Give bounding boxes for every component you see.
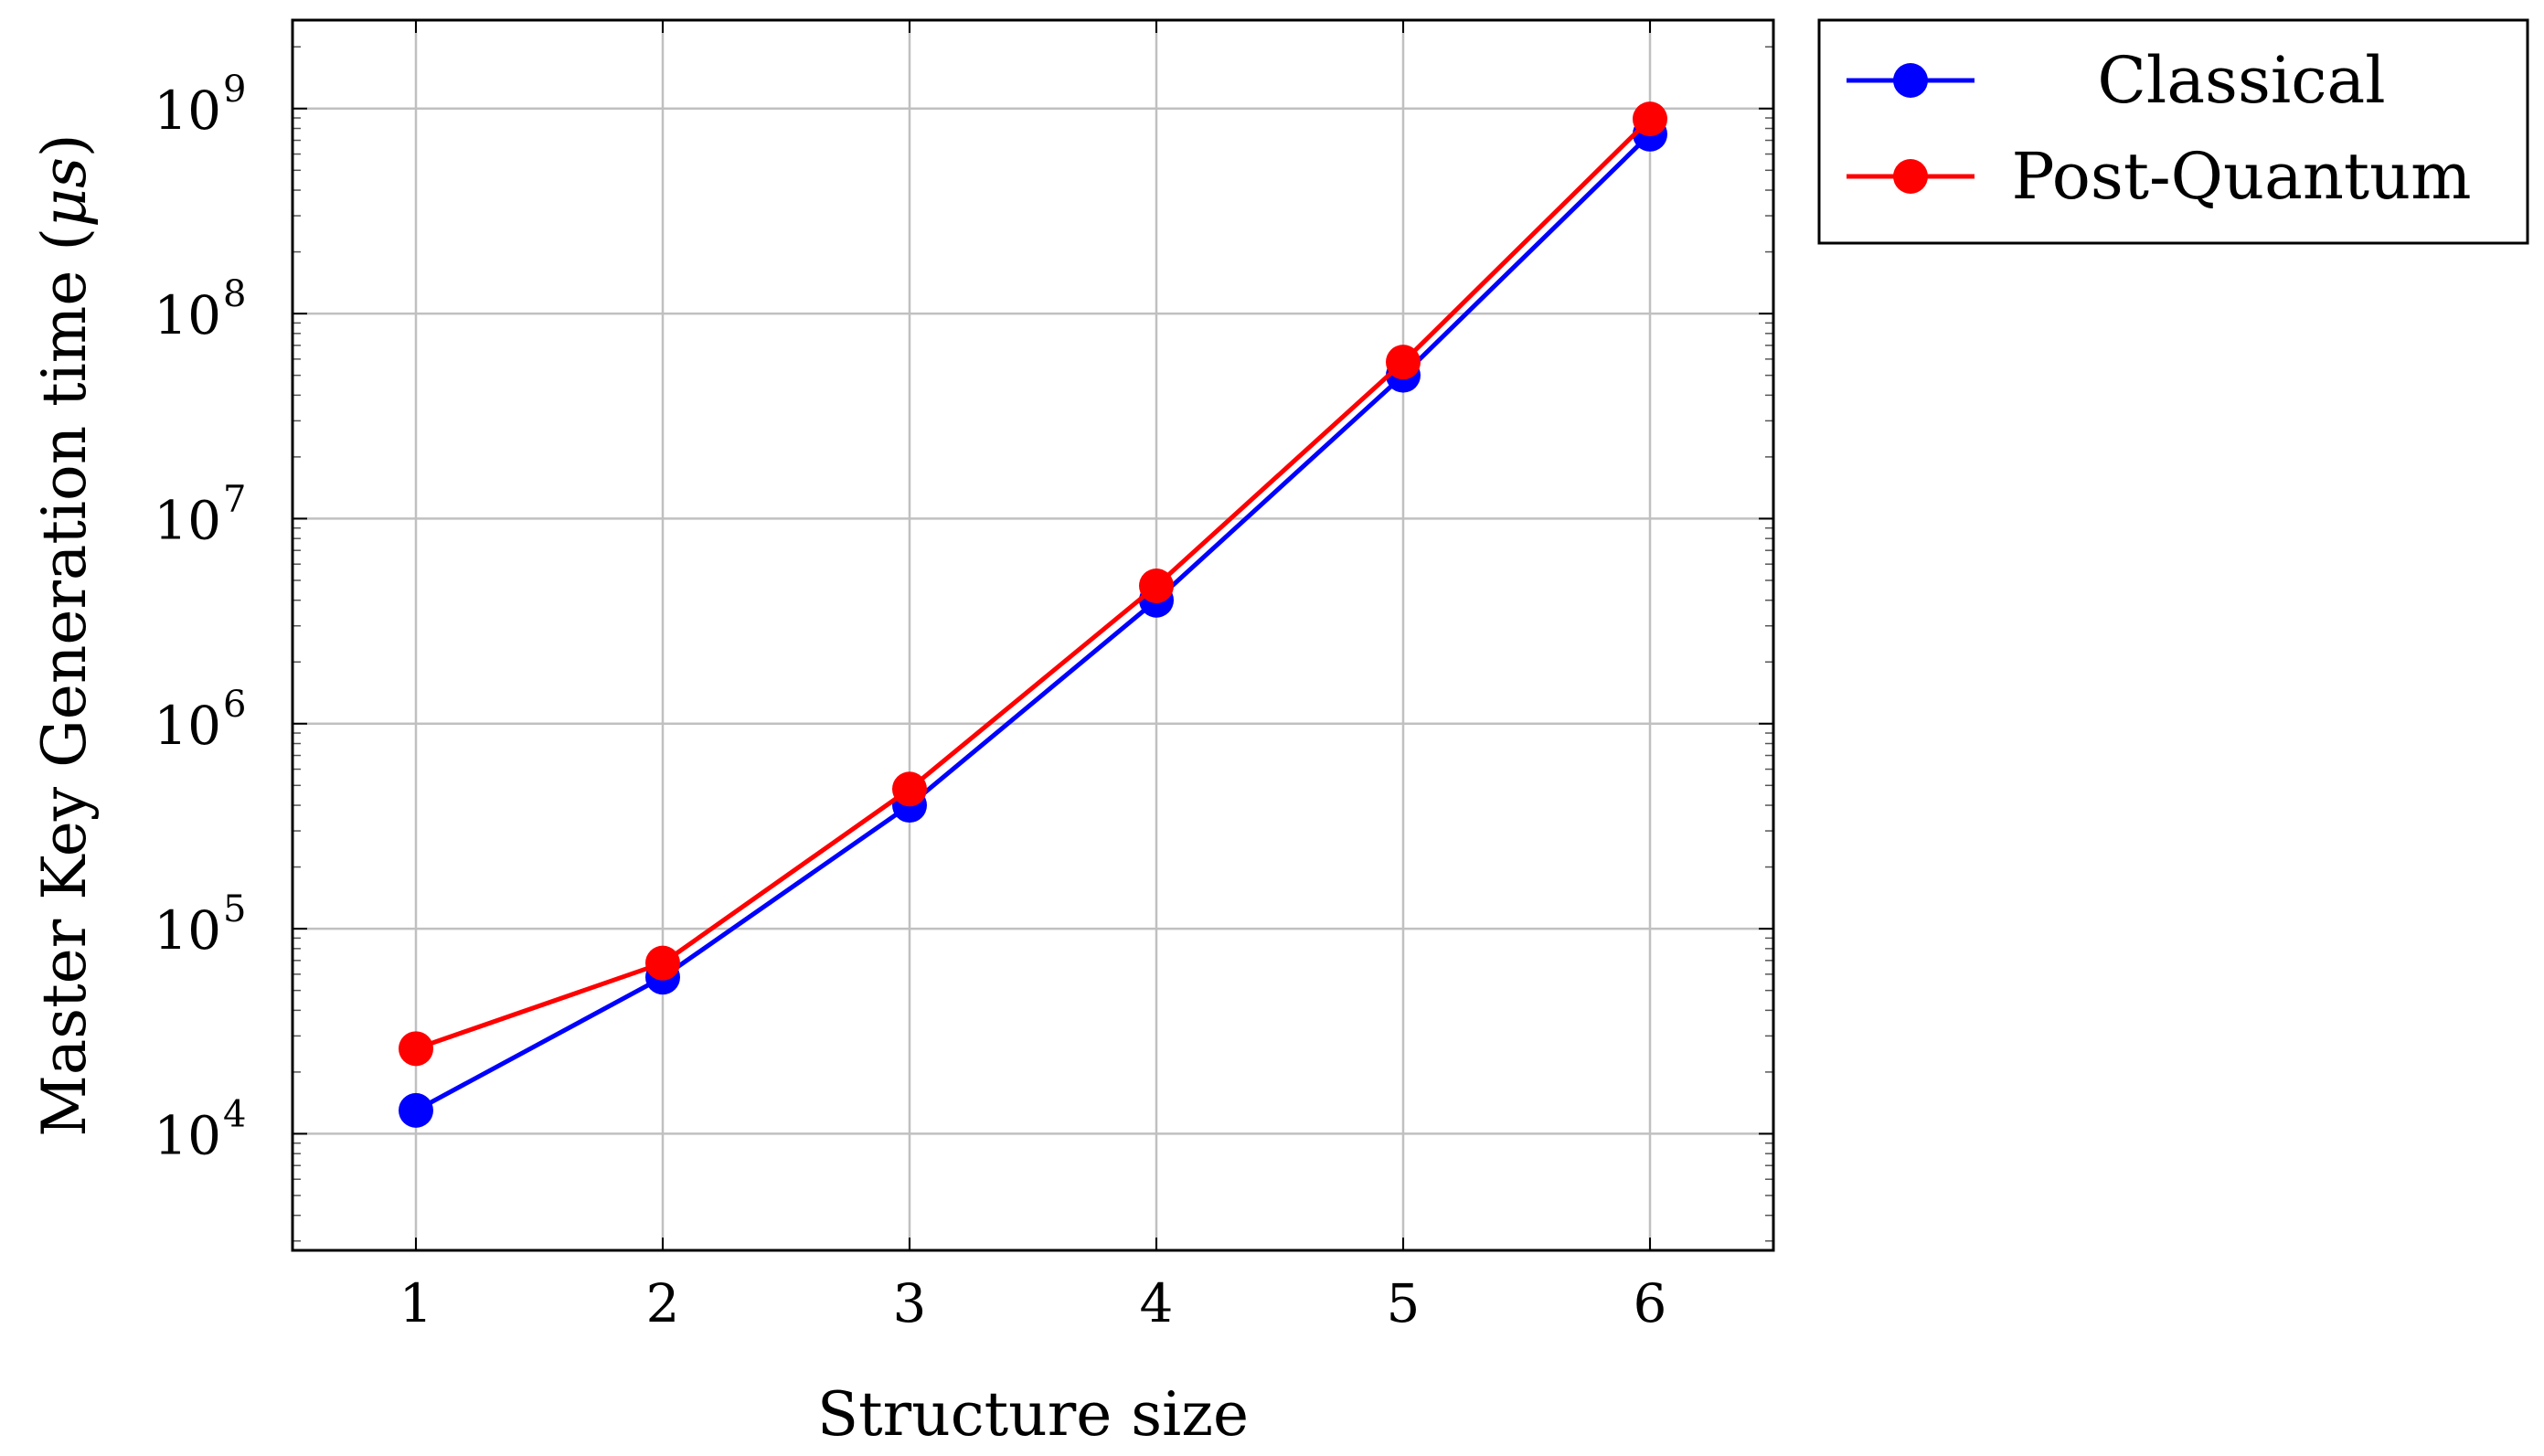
y-tick-label: 10 bbox=[154, 80, 221, 142]
y-tick-exponent: 6 bbox=[223, 684, 246, 726]
x-tick-label: 3 bbox=[893, 1272, 927, 1334]
grid-layer bbox=[293, 20, 1773, 1250]
legend-marker-post-quantum bbox=[1893, 159, 1928, 194]
plot-frame bbox=[291, 18, 1775, 1252]
y-tick-label: 10 bbox=[154, 284, 221, 346]
data-point-post-quantum bbox=[645, 945, 680, 981]
x-tick-label: 5 bbox=[1387, 1272, 1421, 1334]
data-point-post-quantum bbox=[1633, 101, 1667, 137]
data-point-classical bbox=[399, 1092, 433, 1128]
x-tick-label: 2 bbox=[646, 1272, 680, 1334]
y-tick-label: 10 bbox=[154, 489, 221, 551]
x-tick-label: 4 bbox=[1140, 1272, 1174, 1334]
data-point-post-quantum bbox=[399, 1031, 433, 1067]
y-tick-exponent: 5 bbox=[223, 888, 246, 930]
series-layer bbox=[399, 101, 1667, 1128]
y-tick-exponent: 9 bbox=[223, 69, 246, 111]
legend-box bbox=[1817, 18, 2529, 245]
x-tick-labels: 1 2 3 4 5 6 bbox=[399, 1272, 1667, 1334]
x-axis-label: Structure size bbox=[817, 1379, 1249, 1450]
y-tick-label: 10 bbox=[154, 899, 221, 962]
y-tick-exponent: 8 bbox=[223, 273, 246, 315]
legend-label-post-quantum: Post-Quantum bbox=[2012, 139, 2472, 214]
x-tick-label: 1 bbox=[399, 1272, 433, 1334]
y-axis-label-text: Master Key Generation time ( bbox=[29, 228, 100, 1137]
y-tick-exponent: 7 bbox=[223, 478, 246, 520]
minor-tick-layer bbox=[293, 20, 1773, 1250]
data-point-post-quantum bbox=[1139, 568, 1174, 603]
y-tick-label: 10 bbox=[154, 1104, 221, 1166]
y-tick-exponent: 4 bbox=[223, 1093, 246, 1135]
legend: Classical Post-Quantum bbox=[1817, 18, 2529, 245]
legend-label-classical: Classical bbox=[2097, 43, 2385, 118]
series-line-post-quantum bbox=[415, 117, 1652, 1051]
series-line-classical bbox=[414, 133, 1652, 1113]
data-point-post-quantum bbox=[892, 771, 927, 807]
x-tick-label: 6 bbox=[1634, 1272, 1667, 1334]
y-tick-label: 10 bbox=[154, 695, 221, 757]
y-axis-label-unit: μs bbox=[29, 157, 100, 228]
data-point-post-quantum bbox=[1386, 345, 1421, 380]
legend-marker-classical bbox=[1893, 63, 1928, 98]
y-axis-label: Master Key Generation time (μs) bbox=[29, 133, 100, 1136]
y-axis-label-close: ) bbox=[29, 133, 100, 157]
